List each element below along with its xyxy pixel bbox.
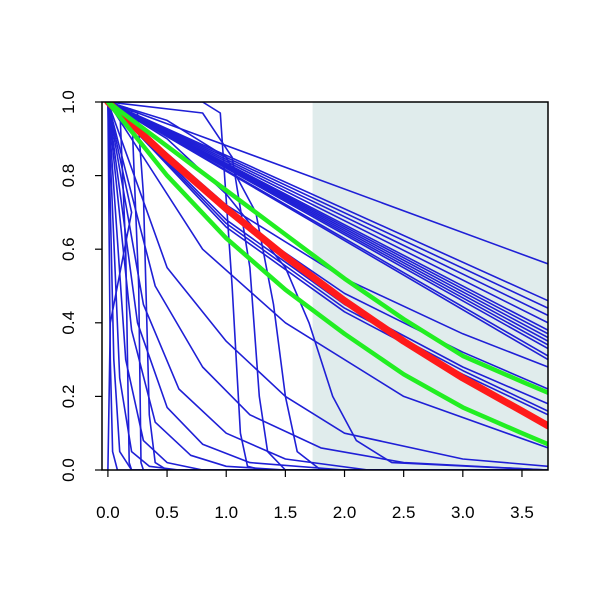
series-line-red-36 [104,102,548,430]
series-line-blue-22 [107,102,548,470]
series-line-blue-17 [107,102,548,416]
x-tick-label: 2.0 [333,503,357,522]
y-tick-label: 0.4 [59,311,78,335]
series-line-blue-12 [107,102,548,361]
series-line-green-37 [105,102,548,395]
shaded-region [312,102,548,470]
y-axis: 0.0 0.2 0.4 0.6 0.8 1.0 [59,90,102,482]
series-line-blue-3 [107,102,548,317]
series-line-blue-4 [107,102,548,324]
series-line-blue-26 [107,102,548,470]
x-tick-label: 3.5 [510,503,534,522]
series-line-blue-1 [107,102,548,302]
series-line-blue-10 [107,102,548,350]
series-line-blue-33 [107,102,548,470]
series-line-blue-34 [107,102,548,470]
y-tick-label: 0.0 [59,458,78,482]
series-line-blue-30 [107,102,548,470]
series-line-blue-27 [107,102,548,470]
x-tick-label: 2.5 [392,503,416,522]
series-line-blue-2 [107,102,548,309]
series-line-blue-32 [107,102,548,470]
x-axis: 0.0 0.5 1.0 1.5 2.0 2.5 3.0 3.5 [96,470,534,522]
series-line-blue-24 [107,102,548,470]
x-tick-label: 0.0 [96,503,120,522]
x-tick-label: 3.0 [451,503,475,522]
plot-frame [101,101,549,471]
y-tick-label: 0.6 [59,237,78,261]
y-tick-label: 1.0 [59,90,78,114]
series-line-green-38 [105,102,548,447]
series-line-blue-16 [107,102,548,412]
y-tick-label: 0.8 [59,164,78,188]
series-line-blue-21 [107,102,548,470]
y-tick-label: 0.2 [59,385,78,409]
x-tick-label: 0.5 [155,503,179,522]
series-line-blue-18 [107,102,548,449]
x-tick-label: 1.5 [274,503,298,522]
series-line-blue-35 [107,102,133,470]
x-tick-label: 1.0 [214,503,238,522]
series-line-blue-23 [107,102,548,470]
